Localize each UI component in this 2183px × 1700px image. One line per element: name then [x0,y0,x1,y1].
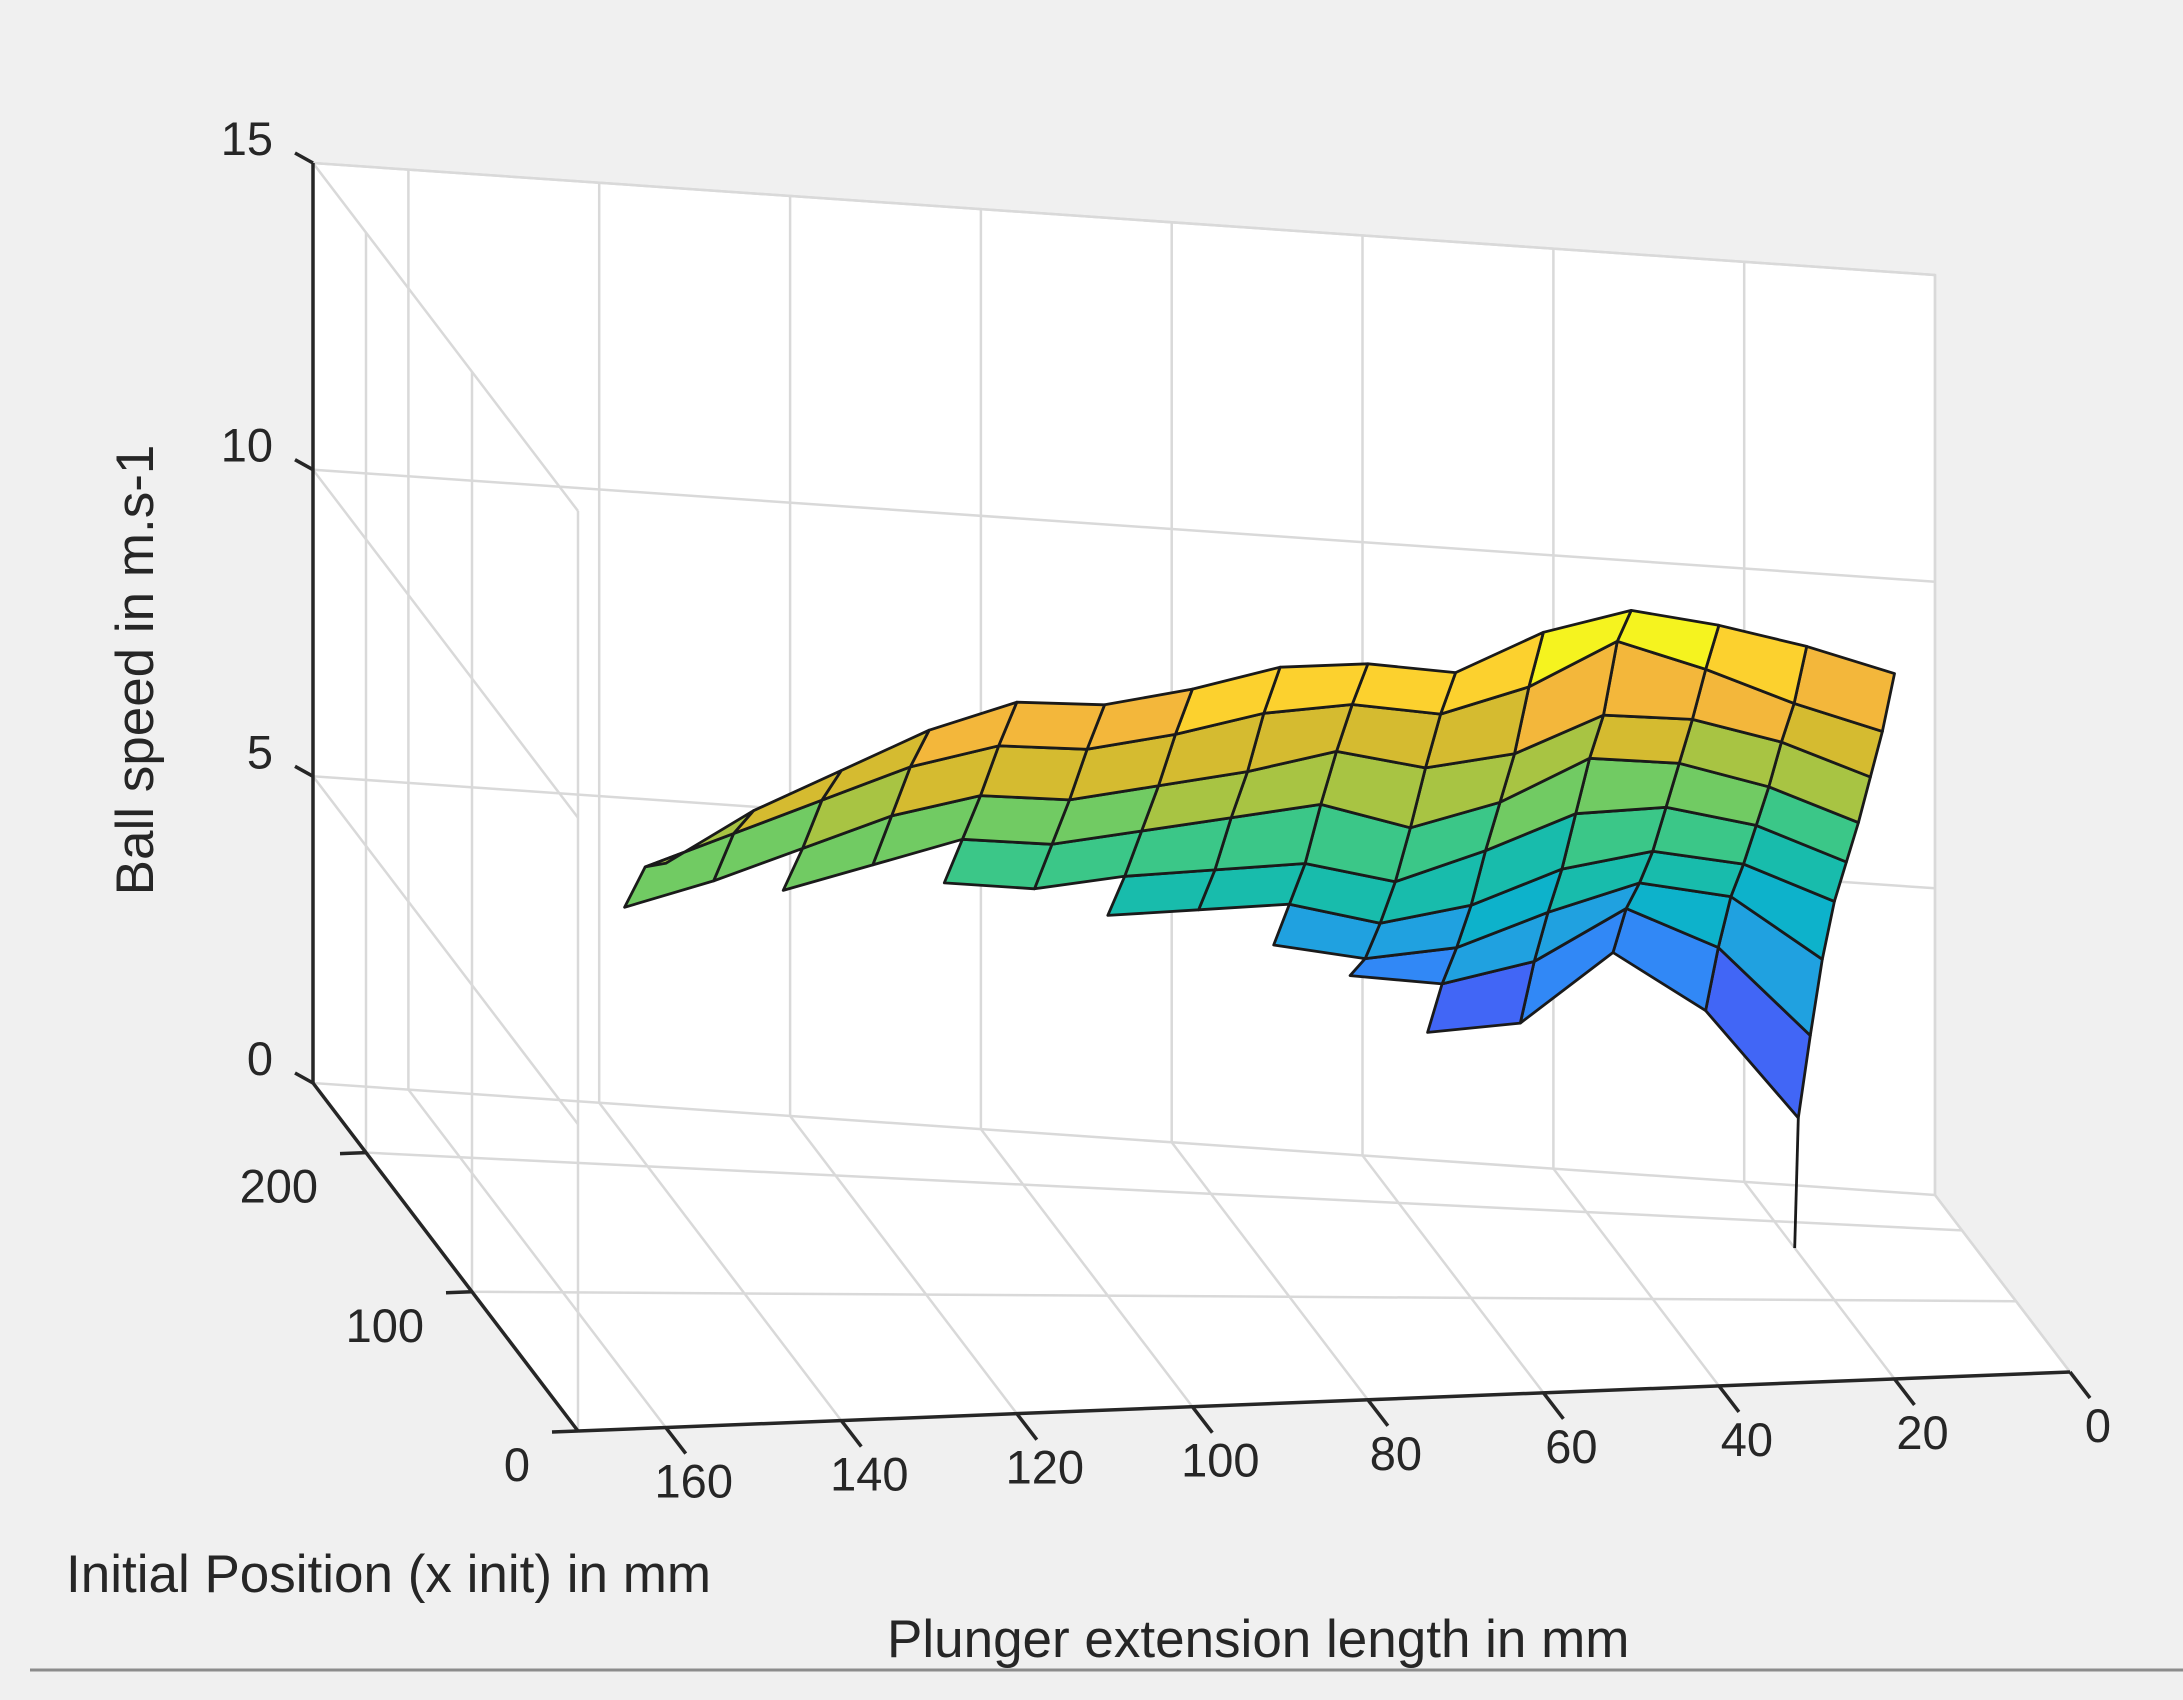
z-tick-label: 15 [221,112,273,165]
z-tick-label: 0 [247,1032,273,1085]
z-tick [294,1071,314,1085]
x-tick [1015,1412,1039,1441]
z-axis-label: Ball speed in m.s-1 [106,445,165,896]
x-tick-label: 0 [2085,1399,2111,1452]
axes-lines [311,163,2071,1433]
y-tick-label: 100 [346,1299,424,1352]
surface-patch [643,809,755,869]
z-tick-label: 10 [221,419,273,472]
z-tick [294,151,314,165]
x-tick-label: 60 [1545,1420,1597,1473]
x-tick-label: 20 [1896,1406,1948,1459]
x-tick [1366,1398,1390,1427]
x-tick [839,1419,863,1448]
y-tick [339,1150,367,1156]
x-axis-label: Plunger extension length in mm [887,1610,1629,1669]
surface-patch [942,837,1054,891]
x-tick-label: 40 [1721,1413,1773,1466]
surface-patch [1350,662,1457,716]
x-tick [1190,1405,1214,1434]
x-tick [1542,1391,1565,1420]
x-tick [1717,1384,1741,1413]
y-tick [445,1290,473,1295]
y-tick-label: 200 [240,1160,318,1213]
x-axis-line [577,1370,2071,1433]
x-tick-label: 100 [1181,1434,1259,1487]
surface-edge [1793,1117,1800,1249]
y-tick-label: 0 [504,1438,530,1491]
x-tick-label: 120 [1006,1441,1084,1494]
z-tick [294,764,314,778]
box-back-edge [312,161,2071,1373]
y-tick [551,1429,579,1434]
x-tick [1893,1377,1916,1407]
y-axis-line [311,1081,580,1433]
x-tick-label: 80 [1370,1427,1422,1480]
tick-labels: 0 20 40 60 80 100 120 140 160 0 100 200 0 5 10 15 [221,112,2111,1508]
y-axis-label: Initial Position (x init) in mm [66,1545,711,1604]
z-tick [294,458,314,472]
x-tick [664,1426,688,1455]
surface-patches [623,609,1896,1249]
x-tick [2068,1370,2092,1400]
floor-pane [313,1083,2070,1431]
x-tick-label: 140 [830,1448,908,1501]
surface-patch [1588,713,1694,765]
x-tick-label: 160 [655,1455,733,1508]
z-tick-label: 5 [247,725,273,778]
surface-patch [1574,756,1681,816]
